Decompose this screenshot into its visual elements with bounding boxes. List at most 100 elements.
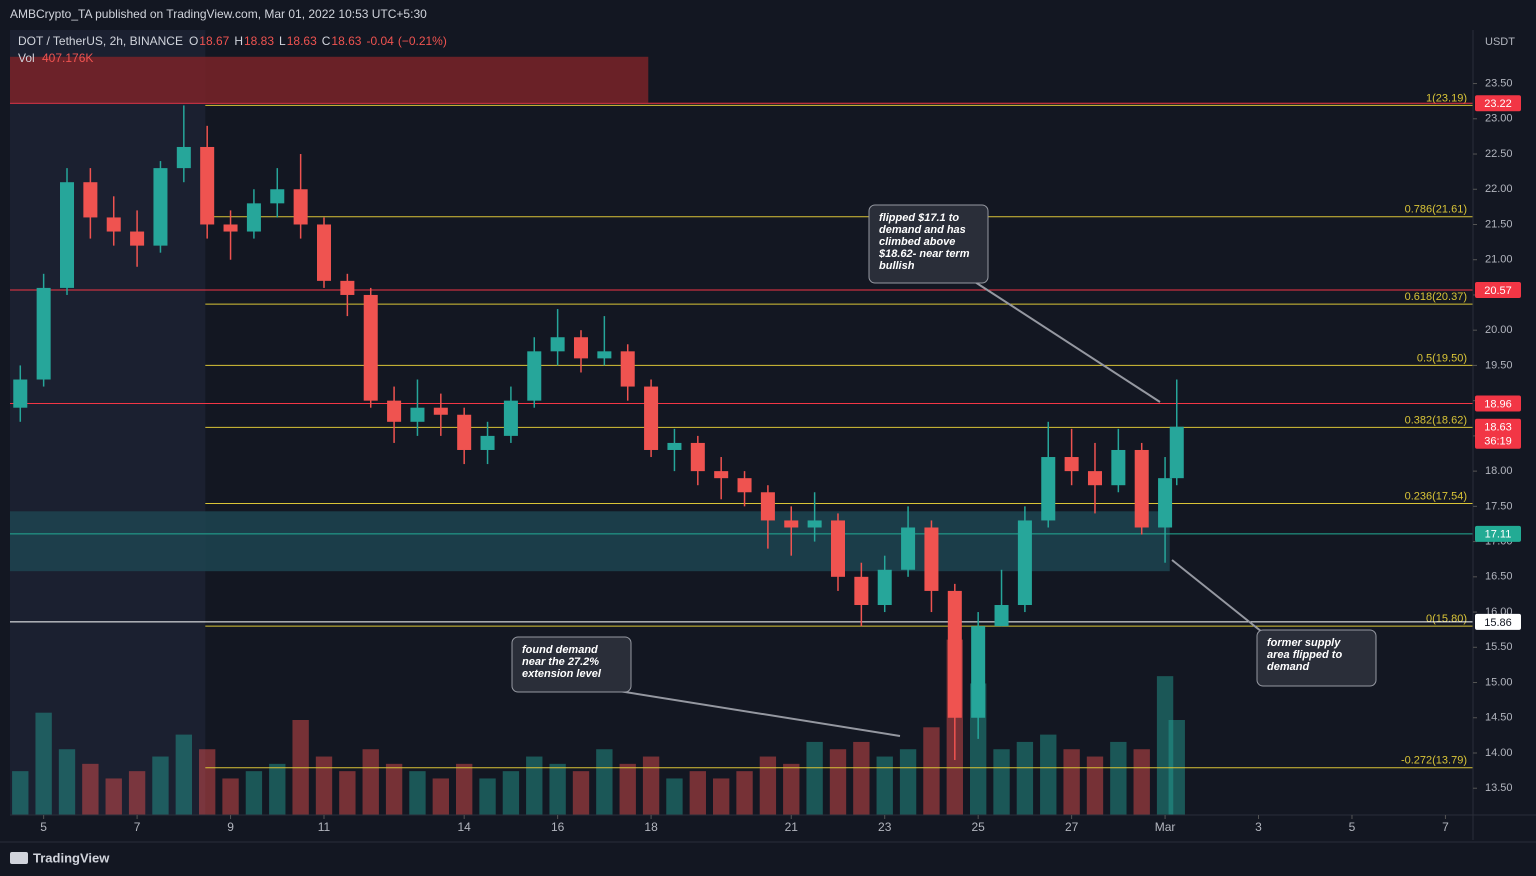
y-tick-label: 15.00 <box>1485 676 1513 688</box>
candle-body <box>36 287 51 380</box>
ohlc-value: 18.63 <box>331 34 361 48</box>
volume-bar <box>35 712 52 815</box>
change-pct: (−0.21%) <box>398 34 447 48</box>
price-tag-bg <box>1475 613 1521 630</box>
y-tick-label: 21.00 <box>1485 254 1513 266</box>
fib-label: 0.5(19.50) <box>1417 352 1467 364</box>
price-zone <box>10 511 1170 572</box>
volume-bar <box>876 756 893 815</box>
candle-body <box>667 442 682 450</box>
x-tick-label: 5 <box>40 820 47 834</box>
volume-bar <box>853 741 870 815</box>
candle-body <box>760 492 775 521</box>
volume-bar <box>1133 749 1150 815</box>
volume-bar <box>502 771 520 815</box>
candle-body <box>1017 520 1032 606</box>
annotation-text: found demand <box>522 644 598 656</box>
candle-body <box>13 379 28 408</box>
annotation-arrow <box>1171 559 1263 633</box>
volume-bar <box>549 763 566 815</box>
candle-body <box>644 386 659 450</box>
volume-bar <box>572 771 590 815</box>
volume-bar <box>409 771 426 815</box>
x-tick-label: 3 <box>1255 820 1262 834</box>
volume-bar <box>1063 749 1080 815</box>
x-tick-label: 11 <box>318 820 331 834</box>
volume-last: 407.176K <box>42 51 93 65</box>
last-price: 18.63 <box>1484 422 1512 434</box>
annotation-arrow <box>974 281 1161 403</box>
annotation-box <box>511 636 632 693</box>
candle-body <box>1134 449 1149 528</box>
candle-body <box>293 189 308 225</box>
annotation-arrow <box>599 687 901 737</box>
candle-body <box>1041 457 1056 521</box>
x-tick-label: 18 <box>644 820 658 834</box>
annotation-text: extension level <box>522 668 602 680</box>
volume-bar <box>175 734 192 815</box>
volume-bar <box>619 763 636 815</box>
change: -0.04 <box>366 34 394 48</box>
annotation-text: former supply <box>1267 637 1341 649</box>
y-tick-label: 23.00 <box>1485 113 1513 125</box>
annotation-text: demand and has <box>879 224 966 236</box>
volume-bar <box>829 749 847 815</box>
candle-body <box>387 400 402 422</box>
countdown: 36:19 <box>1484 436 1512 448</box>
volume-bar <box>1040 734 1057 815</box>
candle-body <box>690 442 705 472</box>
x-tick-label: 9 <box>227 820 234 834</box>
price-tag: 17.11 <box>1485 529 1512 541</box>
price-tag: 20.57 <box>1484 285 1512 297</box>
candle-body <box>737 478 752 493</box>
x-tick-label: Mar <box>1155 820 1176 834</box>
x-tick-label: 5 <box>1349 820 1356 834</box>
candle-body <box>270 189 285 204</box>
volume-bar <box>222 778 239 815</box>
price-zone <box>10 56 649 103</box>
volume-bar <box>526 756 543 815</box>
price-tag-bg <box>1475 95 1521 112</box>
x-tick-label: 7 <box>134 820 141 834</box>
price-tag: 23.22 <box>1484 98 1512 110</box>
candle-body <box>1158 478 1173 528</box>
ohlc-label: C <box>322 34 331 48</box>
volume-bar <box>1156 676 1174 815</box>
ohlc-value: 18.67 <box>199 34 229 48</box>
fib-label: 0.382(18.62) <box>1405 414 1467 426</box>
annotation-text: climbed above <box>879 236 955 248</box>
candle-body <box>503 400 518 436</box>
candle-body <box>807 520 822 528</box>
volume-bar <box>245 771 263 815</box>
y-tick-label: 14.50 <box>1485 712 1513 724</box>
candle-body <box>1111 449 1126 486</box>
volume-bar <box>12 771 29 815</box>
volume-bar <box>1016 741 1034 815</box>
y-tick-label: 16.50 <box>1485 571 1513 583</box>
fib-label: 1(23.19) <box>1426 92 1467 104</box>
y-tick-label: 13.50 <box>1485 782 1513 794</box>
x-tick-label: 7 <box>1442 820 1449 834</box>
candle-body <box>200 146 215 225</box>
volume-bar <box>269 763 286 815</box>
volume-bar <box>993 749 1010 815</box>
candle-body <box>480 435 495 450</box>
y-tick-label: 21.50 <box>1485 218 1513 230</box>
candle-body <box>83 182 98 218</box>
volume-bar <box>82 763 99 815</box>
annotation-text: bullish <box>879 260 915 272</box>
volume-bar <box>689 771 706 815</box>
ohlc-value: 18.63 <box>287 34 317 48</box>
price-tag-bg <box>1475 525 1521 542</box>
y-tick-label: 22.00 <box>1485 183 1513 195</box>
price-tag: 15.86 <box>1484 617 1512 629</box>
y-tick-label: 17.50 <box>1485 500 1513 512</box>
y-tick-label: 18.00 <box>1485 465 1513 477</box>
pre-fib-area <box>10 30 206 815</box>
y-tick-label: 20.00 <box>1485 324 1513 336</box>
volume-name: Vol <box>18 51 35 65</box>
candle-body <box>947 590 962 718</box>
candle-body <box>573 337 589 359</box>
